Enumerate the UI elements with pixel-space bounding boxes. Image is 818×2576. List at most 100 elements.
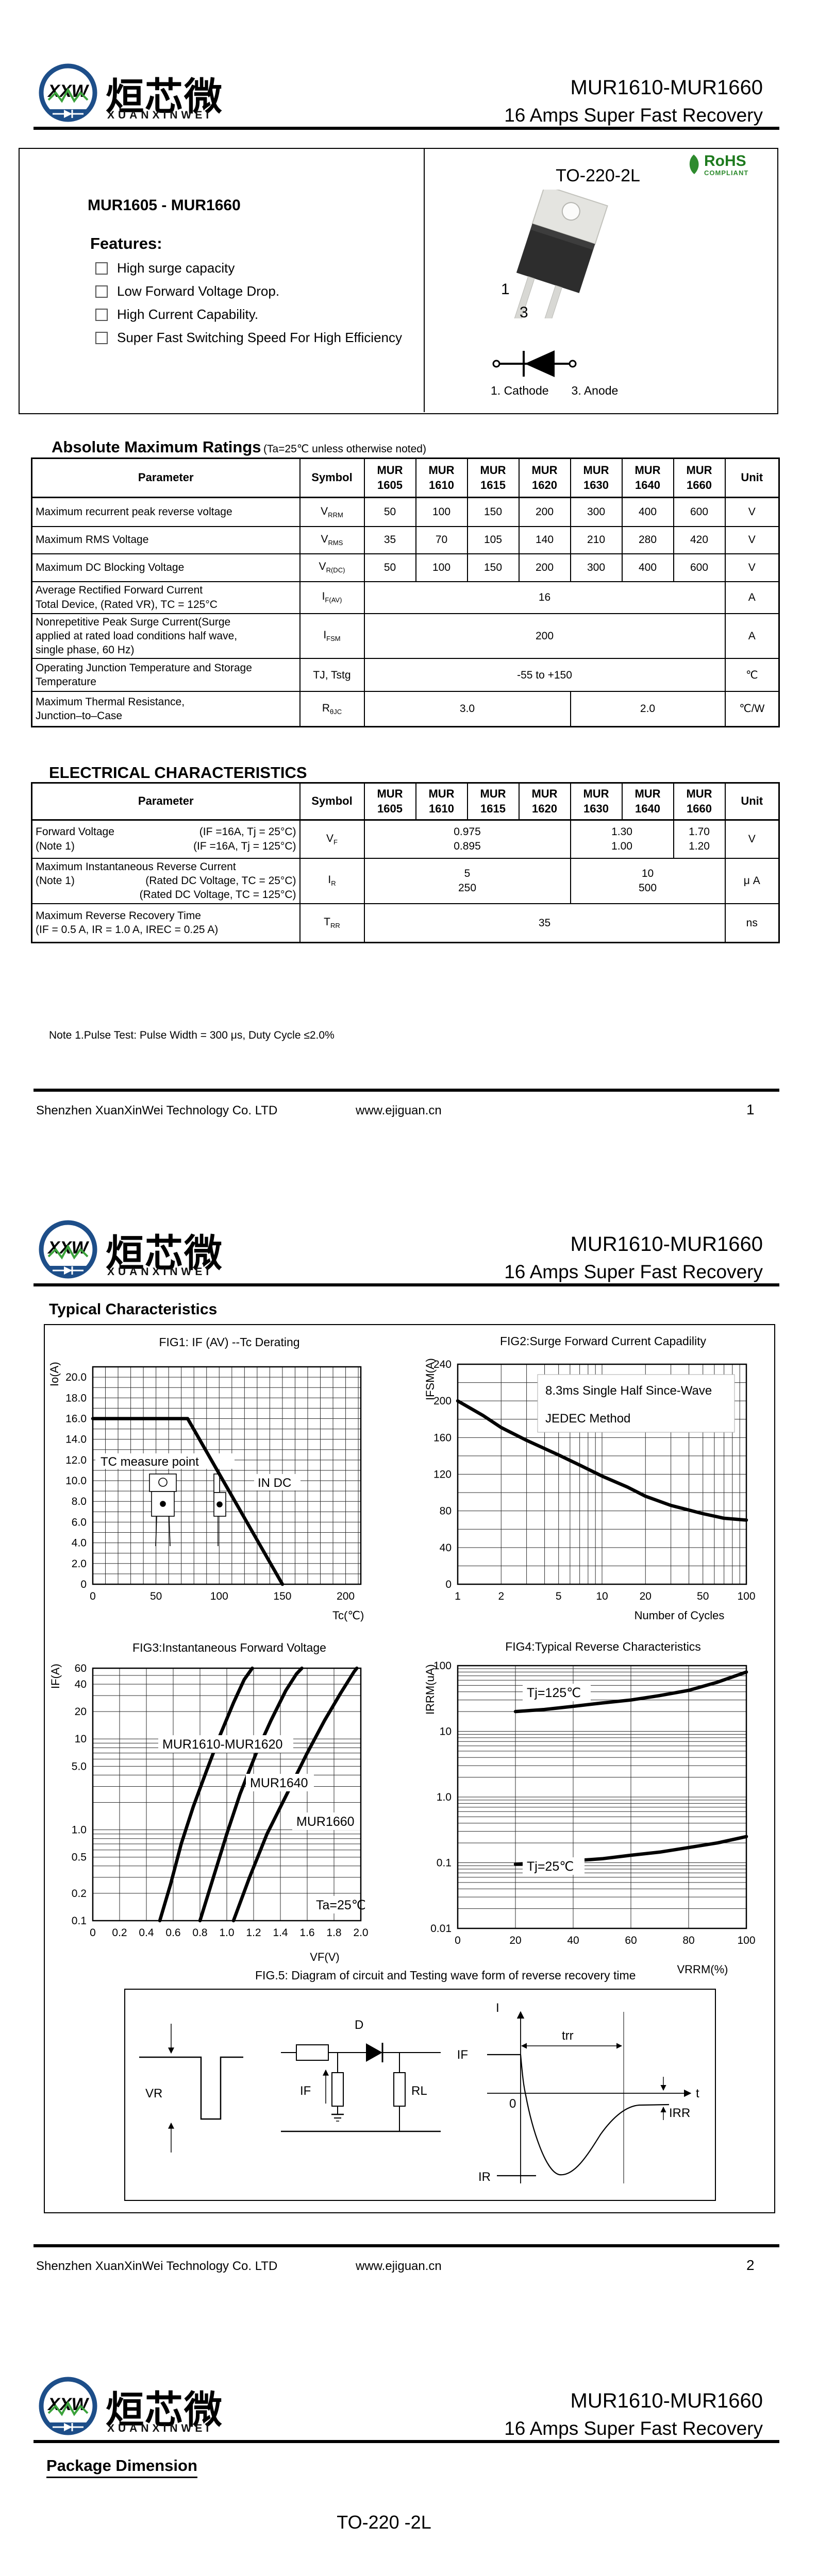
amr-cell: 300: [570, 553, 623, 582]
feature-label: Low Forward Voltage Drop.: [117, 283, 280, 299]
x-tick-label: 0: [90, 1927, 96, 1939]
y-tick-label: 20: [75, 1706, 87, 1718]
ec-header-cell: MUR 1640: [621, 782, 674, 821]
amr-cell: 50: [363, 553, 416, 582]
logo-chinese-text: 烜芯微: [106, 75, 223, 118]
x-tick-label: 10: [596, 1590, 608, 1602]
fig3-ylabel: IF(A): [49, 1664, 62, 1689]
fig3-grid: [92, 1668, 361, 1921]
amr-cell: Maximum RMS Voltage: [31, 526, 301, 554]
amr-title: Absolute Maximum Ratings: [52, 438, 261, 456]
fig4-title: FIG4:Typical Reverse Characteristics: [505, 1640, 701, 1653]
fig3-label-mur1610-1620: MUR1610-MUR1620: [162, 1737, 282, 1752]
fig1-plot-border: [92, 1366, 362, 1585]
intro-box-divider: [424, 148, 425, 412]
curve-Tj=125℃: [513, 1670, 748, 1714]
cathode-caption: 1. Cathode: [491, 384, 549, 397]
ec-cell: ns: [724, 903, 780, 943]
header-rule: [34, 1283, 779, 1286]
amr-cell: 200: [518, 553, 571, 582]
amr-cell: 150: [466, 553, 520, 582]
rl-label: RL: [411, 2084, 427, 2098]
company-logo: XXW: [39, 2377, 97, 2435]
features-title: Features:: [90, 234, 162, 252]
package-photo: [504, 190, 608, 318]
y-tick-label: 120: [433, 1469, 452, 1481]
logo-chinese-text: 烜芯微: [106, 2388, 223, 2431]
y-tick-label: 10: [440, 1726, 452, 1738]
amr-cell: 140: [518, 526, 571, 554]
fig1-derating-chart: FIG1: IF (AV) --Tc Derating Io(A) 0 50 100…: [48, 1335, 364, 1622]
package-name: TO-220-2L: [556, 166, 640, 185]
ec-header-cell: MUR 1620: [518, 782, 571, 821]
amr-cell: VR(DC): [299, 553, 365, 582]
ir-label: IR: [478, 2170, 491, 2184]
logo-diode-icon: [53, 110, 84, 118]
x-tick-label: 1.2: [246, 1927, 261, 1939]
x-tick-label: 0.8: [192, 1927, 207, 1939]
amr-header-cell: MUR 1605: [363, 457, 416, 498]
vr-label: VR: [145, 2087, 162, 2100]
doc-title: MUR1610-MUR1660: [570, 2389, 763, 2412]
page-3: XXW 烜芯微 XUANXINWEI MUR1610-MUR1660 16 Am…: [0, 2313, 818, 2576]
amr-cell: 400: [621, 497, 674, 527]
amr-header-cell: MUR 1620: [518, 457, 571, 498]
table-row: Maximum recurrent peak reverse voltage V…: [31, 497, 780, 527]
to220-front-icon: [149, 1473, 177, 1547]
amr-header-cell: Unit: [724, 457, 780, 498]
x-tick-label: 100: [210, 1590, 228, 1602]
doc-subtitle: 16 Amps Super Fast Recovery: [504, 105, 763, 126]
x-tick-label: 40: [567, 1935, 579, 1946]
fig3-yticks: 60 40 20 10 5.0 1.0 0.5 0.2 0.1: [72, 1663, 87, 1927]
table-row: Maximum Thermal Resistance, Junction–to–…: [31, 691, 780, 727]
amr-cell: ℃: [724, 658, 780, 692]
logo-english-text: XUANXINWEI: [107, 1266, 213, 1278]
checkbox-icon: [95, 331, 108, 344]
y-tick-label: 12.0: [65, 1454, 87, 1466]
amr-cell: 16: [363, 581, 726, 614]
x-tick-label: 100: [737, 1590, 755, 1602]
fig1-title: FIG1: IF (AV) --Tc Derating: [159, 1335, 299, 1349]
fig2-xticks: 1 2 5 10 20 50 100: [455, 1590, 755, 1602]
checkbox-icon: [95, 308, 108, 321]
ec-cell: 1.70 1.20: [673, 819, 726, 859]
feature-item: Super Fast Switching Speed For High Effi…: [95, 330, 402, 346]
fig3-anno-ta25: Ta=25℃: [316, 1898, 366, 1912]
ec-header-cell: MUR 1615: [466, 782, 520, 821]
table-row: Operating Junction Temperature and Stora…: [31, 658, 780, 692]
fig3-title: FIG3:Instantaneous Forward Voltage: [132, 1641, 326, 1654]
x-tick-label: 80: [682, 1935, 694, 1946]
ec-cell: 5 250: [363, 857, 571, 904]
amr-cell: 600: [673, 497, 726, 527]
x-tick-label: 1.0: [219, 1927, 234, 1939]
x-tick-label: 200: [337, 1590, 355, 1602]
fig2-anno-jedec: JEDEC Method: [545, 1412, 630, 1426]
ec-title: ELECTRICAL CHARACTERISTICS: [49, 764, 307, 782]
x-tick-label: 60: [625, 1935, 637, 1946]
fig4-ylabel: IRRM(uA): [424, 1664, 437, 1715]
i-axis-label: I: [496, 2001, 499, 2015]
amr-cell: Nonrepetitive Peak Surge Current(Surge a…: [31, 613, 301, 659]
leaf-icon: [689, 155, 699, 174]
fig1-annotations: TC measure point IN DC: [95, 1453, 301, 1547]
feature-label: High surge capacity: [117, 260, 235, 276]
amr-cell: 200: [518, 497, 571, 527]
doc-subtitle: 16 Amps Super Fast Recovery: [504, 1261, 763, 1282]
x-tick-label: 0.6: [165, 1927, 180, 1939]
logo-english-text: XUANXINWEI: [107, 2422, 213, 2434]
part-range: MUR1605 - MUR1660: [88, 197, 241, 214]
amr-cell: 600: [673, 553, 726, 582]
if-level-label: IF: [457, 2048, 468, 2062]
x-tick-label: 0: [455, 1935, 461, 1946]
fig2-title: FIG2:Surge Forward Current Capadility: [500, 1334, 707, 1348]
amr-cell: 210: [570, 526, 623, 554]
y-tick-label: 8.0: [72, 1496, 87, 1507]
amr-cell: 3.0: [363, 691, 571, 727]
amr-header-cell: MUR 1615: [466, 457, 520, 498]
page-2: XXW 烜芯微 XUANXINWEI MUR1610-MUR1660 16 Am…: [0, 1157, 818, 2313]
doc-subtitle: 16 Amps Super Fast Recovery: [504, 2418, 763, 2439]
fig3-label-mur1640: MUR1640: [250, 1776, 308, 1790]
logo-wave: [47, 87, 89, 103]
feature-item: High surge capacity: [95, 260, 235, 276]
